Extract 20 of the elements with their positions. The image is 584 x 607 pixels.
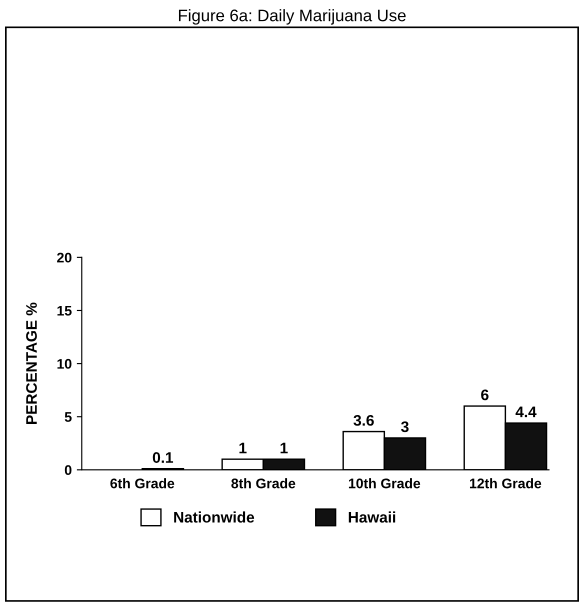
y-tick-label: 20	[57, 252, 72, 263]
x-tick-label: 12th Grade	[470, 478, 542, 488]
y-axis-title: PERCENTAGE %	[26, 302, 37, 424]
data-label: 4.4	[516, 406, 536, 418]
x-tick-label: 8th Grade	[231, 478, 296, 488]
y-tick-label: 0	[64, 465, 72, 475]
y-tick-label: 10	[57, 358, 72, 369]
data-label: 3	[401, 421, 409, 432]
data-label: 6	[481, 389, 489, 400]
data-label: 1	[239, 442, 247, 454]
chart-title: Figure 6a: Daily Marijuana Use	[178, 9, 406, 25]
y-tick-label: 5	[64, 412, 72, 422]
data-label: 0.1	[152, 452, 174, 463]
data-label: 3.6	[354, 414, 374, 426]
data-label: 1	[280, 442, 288, 454]
legend-label: Hawaii	[348, 511, 396, 523]
y-tick-label: 15	[57, 306, 72, 316]
x-tick-label: 10th Grade	[348, 478, 420, 488]
legend-label: Nationwide	[174, 511, 254, 523]
x-tick-label: 6th Grade	[110, 478, 174, 488]
